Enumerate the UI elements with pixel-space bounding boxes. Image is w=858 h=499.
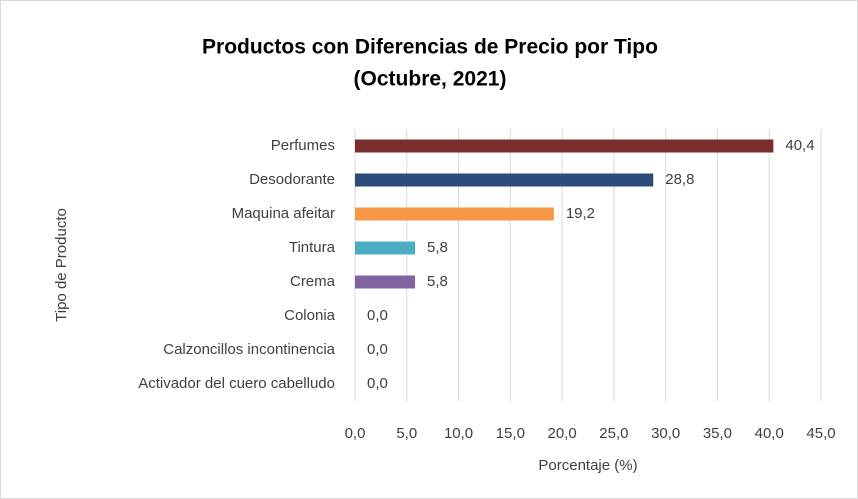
- x-tick-label: 20,0: [548, 425, 577, 442]
- y-tick-label: Perfumes: [271, 137, 335, 154]
- x-tick-label: 35,0: [703, 425, 732, 442]
- y-tick-label: Maquina afeitar: [232, 205, 335, 222]
- x-tick-label: 45,0: [806, 425, 835, 442]
- bar: [355, 207, 554, 221]
- x-tick-label: 10,0: [444, 425, 473, 442]
- data-label: 28,8: [665, 171, 694, 188]
- data-label: 0,0: [367, 341, 388, 358]
- bar: [355, 173, 654, 187]
- x-tick-label: 15,0: [496, 425, 525, 442]
- chart-subtitle: (Octubre, 2021): [354, 68, 507, 91]
- x-axis-title: Porcentaje (%): [538, 457, 637, 474]
- x-tick-label: 0,0: [345, 425, 366, 442]
- x-tick-label: 25,0: [599, 425, 628, 442]
- data-label: 5,8: [427, 273, 448, 290]
- data-label: 0,0: [367, 375, 388, 392]
- data-label: 5,8: [427, 239, 448, 256]
- chart-title: Productos con Diferencias de Precio por …: [202, 36, 658, 59]
- data-label: 40,4: [785, 137, 814, 154]
- bar: [355, 241, 416, 255]
- y-tick-label: Tintura: [289, 239, 336, 256]
- bar: [355, 275, 416, 289]
- y-tick-label: Colonia: [284, 307, 336, 324]
- x-tick-label: 5,0: [396, 425, 417, 442]
- data-label: 19,2: [566, 205, 595, 222]
- x-tick-label: 40,0: [755, 425, 784, 442]
- y-tick-label: Activador del cuero cabelludo: [138, 375, 335, 392]
- data-label: 0,0: [367, 307, 388, 324]
- x-tick-label: 30,0: [651, 425, 680, 442]
- y-tick-label: Calzoncillos incontinencia: [163, 341, 335, 358]
- y-axis-title: Tipo de Producto: [53, 208, 70, 322]
- y-tick-label: Desodorante: [249, 171, 335, 188]
- bar: [355, 139, 774, 153]
- y-tick-label: Crema: [290, 273, 336, 290]
